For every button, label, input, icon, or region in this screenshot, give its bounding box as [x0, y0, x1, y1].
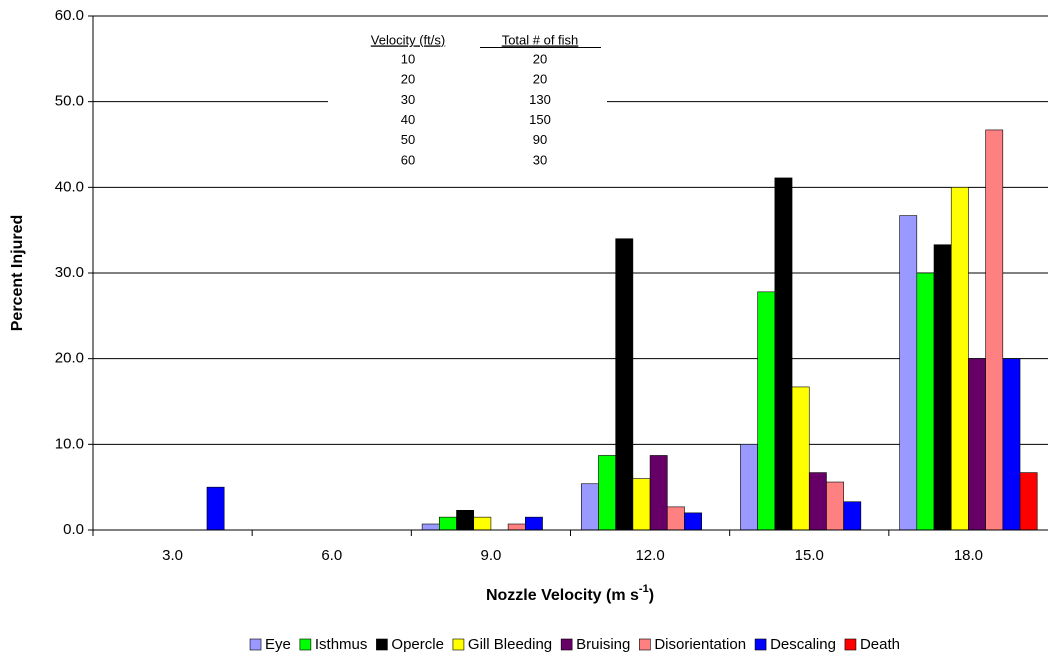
- table-cell: 90: [533, 132, 547, 147]
- x-tick-label: 9.0: [480, 547, 501, 564]
- bar: [740, 444, 758, 531]
- y-tick-label: 20.0: [55, 350, 84, 367]
- x-tick-label: 6.0: [321, 547, 342, 564]
- x-tick-label: 12.0: [635, 547, 664, 564]
- bar: [206, 486, 225, 531]
- table-cell: 20: [401, 72, 415, 87]
- y-tick-label: 10.0: [55, 435, 84, 452]
- bar: [826, 481, 844, 531]
- table-cell: 60: [401, 152, 415, 167]
- bar: [899, 215, 918, 531]
- bar: [1019, 472, 1038, 531]
- bar: [950, 187, 969, 531]
- table-cell: 130: [529, 92, 551, 107]
- legend-label: Descaling: [770, 636, 836, 653]
- legend-swatch: [639, 638, 651, 651]
- bar: [808, 472, 827, 531]
- legend-swatch: [844, 638, 857, 651]
- table-cell: 50: [401, 132, 415, 147]
- bar: [757, 291, 776, 531]
- bar: [632, 478, 651, 531]
- bar: [684, 512, 702, 531]
- legend-swatch: [299, 638, 312, 651]
- table-cell: 40: [401, 112, 415, 127]
- bar: [456, 509, 475, 531]
- bar: [525, 516, 543, 531]
- legend-swatch: [249, 638, 262, 651]
- bar: [473, 516, 492, 531]
- bar: [580, 483, 599, 531]
- bar: [968, 358, 986, 531]
- bar: [666, 506, 685, 531]
- legend-swatch: [452, 638, 465, 651]
- bar: [985, 129, 1004, 531]
- x-tick-label: 3.0: [162, 547, 183, 564]
- y-tick-label: 0.0: [63, 521, 84, 538]
- legend-label: Isthmus: [315, 636, 368, 653]
- y-tick-label: 60.0: [55, 7, 84, 24]
- bar: [421, 523, 440, 531]
- bar: [916, 272, 935, 531]
- x-label-superscript: -1: [639, 583, 649, 595]
- x-axis-label: Nozzle Velocity (m s-1): [486, 583, 654, 604]
- legend-label: Eye: [265, 636, 291, 653]
- legend-label: Disorientation: [654, 636, 746, 653]
- table-cell: 20: [533, 51, 547, 66]
- bar: [507, 523, 526, 531]
- legend-label: Bruising: [576, 636, 630, 653]
- table-header: Velocity (ft/s): [371, 32, 445, 47]
- table-header: Total # of fish: [502, 32, 579, 47]
- bar: [774, 177, 793, 531]
- x-label-text: ): [649, 587, 654, 604]
- legend-label: Gill Bleeding: [468, 636, 552, 653]
- bar: [649, 455, 668, 531]
- bar: [598, 455, 616, 531]
- legend-swatch: [754, 638, 767, 651]
- table-cell: 30: [401, 92, 415, 107]
- y-tick-label: 50.0: [55, 93, 84, 110]
- legend: Eye Isthmus Opercle Gill Bleeding Bruising Di…: [249, 636, 900, 653]
- table-cell: 20: [533, 72, 547, 87]
- table-cell: 10: [401, 51, 415, 66]
- table-background: [328, 30, 607, 172]
- bar: [439, 516, 457, 531]
- x-label-text: Nozzle Velocity (m s: [486, 587, 639, 604]
- legend-swatch: [560, 638, 573, 651]
- bar: [933, 244, 952, 531]
- legend-swatch: [376, 638, 388, 651]
- x-tick-label: 18.0: [954, 547, 983, 564]
- bar: [791, 386, 810, 531]
- x-tick-label: 15.0: [795, 547, 824, 564]
- y-axis-label: Percent Injured: [9, 215, 26, 331]
- y-tick-label: 30.0: [55, 264, 84, 281]
- bar: [843, 501, 862, 531]
- bar: [615, 238, 634, 531]
- table-cell: 150: [529, 112, 551, 127]
- bar: [1002, 358, 1021, 531]
- legend-label: Death: [860, 636, 900, 653]
- y-tick-label: 40.0: [55, 178, 84, 195]
- table-cell: 30: [533, 152, 547, 167]
- legend-label: Opercle: [391, 636, 444, 653]
